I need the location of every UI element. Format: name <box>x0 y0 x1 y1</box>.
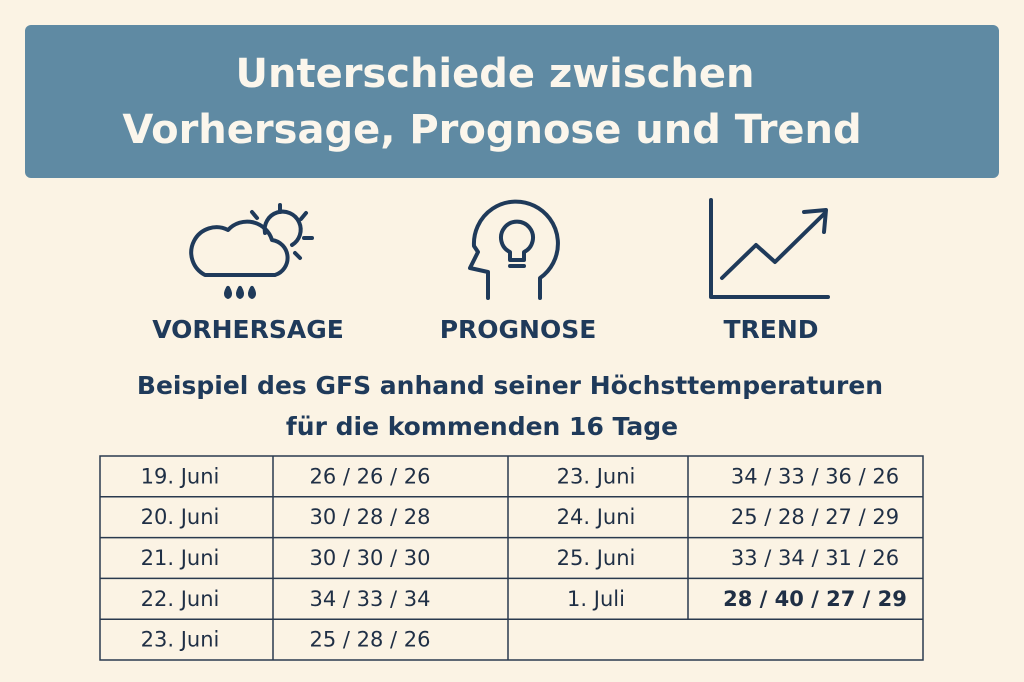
temps-cell: 33 / 34 / 31 / 26 <box>731 546 899 570</box>
temps-cell: 25 / 28 / 26 <box>309 628 430 652</box>
trend-icon <box>709 198 830 299</box>
header-banner <box>25 25 999 178</box>
date-cell: 23. Juni <box>557 464 636 488</box>
temps-cell: 30 / 28 / 28 <box>309 505 430 529</box>
table: 19. Juni 26 / 26 / 26 20. Juni 30 / 28 / 28… <box>99 455 924 661</box>
date-cell: 24. Juni <box>557 505 636 529</box>
date-cell: 20. Juni <box>141 505 220 529</box>
date-cell: 23. Juni <box>141 628 220 652</box>
icon-label: TREND <box>723 315 818 344</box>
temps-cell: 25 / 28 / 27 / 29 <box>731 505 899 529</box>
weather-icon <box>189 203 314 299</box>
temps-cell: 26 / 26 / 26 <box>309 464 430 488</box>
date-cell: 22. Juni <box>141 587 220 611</box>
icon-label: VORHERSAGE <box>152 315 344 344</box>
temps-cell: 34 / 33 / 34 <box>309 587 430 611</box>
temps-cell: 28 / 40 / 27 / 29 <box>723 587 907 611</box>
subtitle-line: für die kommenden 16 Tage <box>286 412 678 441</box>
date-cell: 1. Juli <box>567 587 625 611</box>
table-border <box>99 455 924 661</box>
title-line: Unterschiede zwischen <box>235 51 754 97</box>
title-line: Vorhersage, Prognose und Trend <box>122 107 861 153</box>
head-bulb-icon <box>468 199 560 300</box>
temps-cell: 34 / 33 / 36 / 26 <box>731 464 899 488</box>
date-cell: 25. Juni <box>557 546 636 570</box>
subtitle-line: Beispiel des GFS anhand seiner Höchsttem… <box>137 371 883 400</box>
icon-label: PROGNOSE <box>440 315 597 344</box>
temps-cell: 30 / 30 / 30 <box>309 546 430 570</box>
date-cell: 21. Juni <box>141 546 220 570</box>
date-cell: 19. Juni <box>141 464 220 488</box>
